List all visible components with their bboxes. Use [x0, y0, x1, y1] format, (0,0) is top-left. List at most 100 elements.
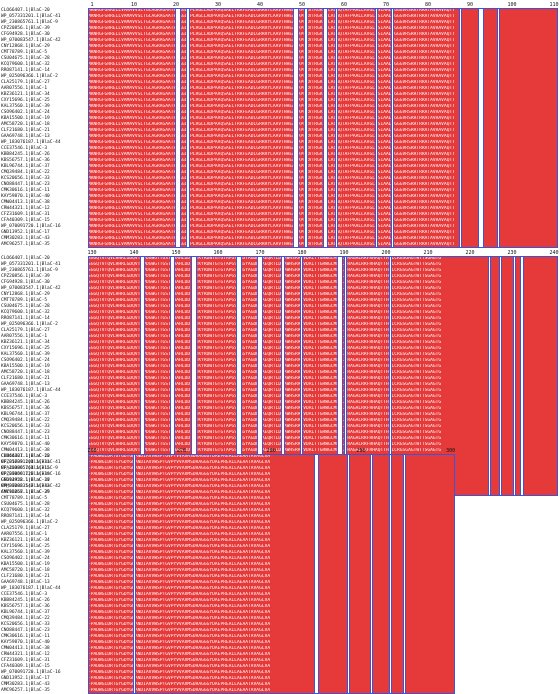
sequence-name: WP_025096366.1|BlaC-2	[1, 74, 58, 79]
ruler-tick-label: 180	[297, 250, 307, 256]
sequence-name: AAR07556.1|BlaC-1	[1, 532, 48, 537]
sequence-name: KBA15500.1|BlaC-19	[1, 562, 50, 567]
sequence-name: WP_070091720.1|BlaC-16	[1, 224, 61, 229]
sequence-row: SGGQTVTQVLHHRLGDQVTLPDGWGTTGSTQAAHLDDTLT…	[88, 400, 558, 406]
sequence-name: AMC58720.1|BlaC-18	[1, 568, 50, 573]
sequence-name: CLA25179.1|BlaC-27	[1, 328, 50, 333]
sequence-name: KCS20656.1|BlaC-33	[1, 424, 50, 429]
sequence-name: CNY12868.1|BlaC-29	[1, 292, 50, 297]
sequence-row: SGGQTVTQVLHHRLGDQVTLPDGWGTTGSTQAAHLDDTLT…	[88, 394, 558, 400]
sequence-alignment-area: FPADWGIDRTGYGDYGRANDIAVVWSPTGVPYVVAVMSDR…	[88, 454, 455, 694]
sequence-name: WP_183076187.1|BlaC-44	[1, 140, 61, 145]
sequence-name: CMM30283.1|BlaC-43	[1, 236, 50, 241]
sequence-row: SGGQTVTQVLHHRLGDQVTLPDGWGTTGSTQAAHLDDTLT…	[88, 376, 558, 382]
sequence-row: SGGQTVTQVLHHRLGDQVTLPDGWGTTGSTQAAHLDDTLT…	[88, 358, 558, 364]
sequence-name: WP_230865761.1|BlaC-9	[1, 20, 58, 25]
sequence-row: SGGQTVTQVLHHRLGDQVTLPDGWGTTGSTQAAHLDDTLT…	[88, 304, 558, 310]
ruler-tick-label: 110	[549, 2, 559, 8]
sequence-row: FPADWGIDRTGYGDYGRANDIAVVWSPTGVPYVVAVMSDR…	[88, 478, 455, 484]
sequence-row: FPADWGIDRTGYGDYGRANDIAVVWSPTGVPYVVAVMSDR…	[88, 574, 455, 580]
sequence-name: KBA15500.1|BlaC-19	[1, 116, 50, 121]
sequence-name: GAA69748.1|BlaC-13	[1, 580, 50, 585]
sequence-row: FPADWGIDRTGYGDYGRANDIAVVWSPTGVPYVVAVMSDR…	[88, 628, 455, 634]
sequence-name: AMC96257.1|BlaC-35	[1, 242, 50, 247]
sequence-name: KBZ36121.1|BlaC-34	[1, 340, 50, 345]
ruler-tick-label: 160	[213, 250, 223, 256]
sequence-row: SGGQTVTQVLHHRLGDQVTLPDGWGTTGSTQAAHLDDTLT…	[88, 340, 558, 346]
ruler-tick-label: 170	[255, 250, 265, 256]
sequence-name: GAA69748.1|BlaC-13	[1, 382, 50, 387]
sequence-name: KBL96744.1|BlaC-37	[1, 164, 50, 169]
sequence-name: CLO66407.1|BlaC-20	[1, 256, 50, 261]
variable-column	[346, 454, 351, 694]
sequence-name: CMK30616.1|BlaC-11	[1, 634, 50, 639]
sequence-row: FPADWGIDRTGYGDYGRANDIAVVWSPTGVPYVVAVMSDR…	[88, 460, 455, 466]
variable-column	[459, 8, 463, 248]
sequence-name: WP_230865761.1|BlaC-9	[1, 466, 58, 471]
sequence-name: CNO88447.1|BlaC-23	[1, 430, 50, 435]
sequence-row: SGGQTVTQVLHHRLGDQVTLPDGWGTTGSTQAAHLDDTLT…	[88, 310, 558, 316]
sequence-name: WP_025096366.1|BlaC-2	[1, 520, 58, 525]
variable-column	[520, 256, 525, 496]
sequence-name: CMT78789.1|BlaC-5	[1, 496, 48, 501]
sequence-name: KAY59870.1|BlaC-40	[1, 442, 50, 447]
sequence-name: CMK30616.1|BlaC-11	[1, 436, 50, 441]
sequence-name: AMC96257.1|BlaC-35	[1, 490, 50, 495]
sequence-name: GAA69748.1|BlaC-13	[1, 134, 50, 139]
sequence-name: WP_057331201.1|BlaC-41	[1, 262, 61, 267]
sequence-row: SGGQTVTQVLHHRLGDQVTLPDGWGTTGSTQAAHLDDTLT…	[88, 328, 558, 334]
variable-column	[280, 256, 286, 496]
sequence-name: KCQ79600.1|BlaC-32	[1, 62, 50, 67]
sequence-row: FPADWGIDRTGYGDYGRANDIAVVWSPTGVPYVVAVMSDR…	[88, 580, 455, 586]
variable-column	[170, 256, 175, 496]
sequence-name: CMQ39484.1|BlaC-22	[1, 418, 50, 423]
sequence-name: CPZ20856.1|BlaC-39	[1, 26, 50, 31]
sequence-name: CXY15696.1|BlaC-25	[1, 544, 50, 549]
ruler-tick-label: 20	[172, 2, 180, 8]
sequence-row: SGGQTVTQVLHHRLGDQVTLPDGWGTTGSTQAAHLDDTLT…	[88, 448, 558, 454]
sequence-name: AMC96257.1|BlaC-35	[1, 688, 50, 693]
sequence-name: GND13952.1|BlaC-17	[1, 478, 50, 483]
ruler-tick-label: 60	[340, 2, 348, 8]
sequence-name: CNY12868.1|BlaC-29	[1, 44, 50, 49]
sequence-name: CNO88447.1|BlaC-23	[1, 628, 50, 633]
sequence-name: WP_183076187.1|BlaC-44	[1, 388, 61, 393]
sequence-row: FPADWGIDRTGYGDYGRANDIAVVWSPTGVPYVVAVMSDR…	[88, 454, 455, 460]
sequence-row: SGGQTVTQVLHHRLGDQVTLPDGWGTTGSTQAAHLDDTLT…	[88, 442, 558, 448]
sequence-name: CSU04675.1|BlaC-28	[1, 304, 50, 309]
sequence-name: CMQ39484.1|BlaC-22	[1, 170, 50, 175]
sequence-name: CFZ31609.1|BlaC-31	[1, 460, 50, 465]
sequence-name: CCE37546.1|BlaC-3	[1, 146, 48, 151]
sequence-row: FPADWGIDRTGYGDYGRANDIAVVWSPTGVPYVVAVMSDR…	[88, 670, 455, 676]
sequence-name: KBS56757.1|BlaC-36	[1, 158, 50, 163]
sequence-row: SGGQTVTQVLHHRLGDQVTLPDGWGTTGSTQAAHLDDTLT…	[88, 412, 558, 418]
sequence-row: SGGQTVTQVLHHRLGDQVTLPDGWGTTGSTQAAHLDDTLT…	[88, 262, 558, 268]
sequence-row: FPADWGIDRTGYGDYGRANDIAVVWSPTGVPYVVAVMSDR…	[88, 520, 455, 526]
sequence-name: WP_057331201.1|BlaC-41	[1, 460, 61, 465]
sequence-row: FPADWGIDRTGYGDYGRANDIAVVWSPTGVPYVVAVMSDR…	[88, 556, 455, 562]
sequence-row: FPADWGIDRTGYGDYGRANDIAVVWSPTGVPYVVAVMSDR…	[88, 646, 455, 652]
variable-column	[174, 8, 181, 248]
sequence-row: SGGQTVTQVLHHRLGDQVTLPDGWGTTGSTQAAHLDDTLT…	[88, 334, 558, 340]
sequence-row: FPADWGIDRTGYGDYGRANDIAVVWSPTGVPYVVAVMSDR…	[88, 634, 455, 640]
sequence-row: FPADWGIDRTGYGDYGRANDIAVVWSPTGVPYVVAVMSDR…	[88, 526, 455, 532]
ruler-tick-label: 50	[298, 2, 306, 8]
sequence-name: CLA25179.1|BlaC-27	[1, 80, 50, 85]
sequence-name: KBZ36121.1|BlaC-34	[1, 538, 50, 543]
sequence-name: CMW04413.1|BlaC-38	[1, 646, 50, 651]
sequence-name: CNY12868.1|BlaC-29	[1, 490, 50, 495]
ruler-tick-label: 140	[129, 250, 139, 256]
sequence-row: SGGQTVTQVLHHRLGDQVTLPDGWGTTGSTQAAHLDDTLT…	[88, 406, 558, 412]
sequence-name: KCQ79600.1|BlaC-32	[1, 508, 50, 513]
sequence-name: CFG94928.1|BlaC-30	[1, 280, 50, 285]
sequence-row: FPADWGIDRTGYGDYGRANDIAVVWSPTGVPYVVAVMSDR…	[88, 550, 455, 556]
variable-column	[337, 256, 343, 496]
sequence-row: SGGQTVTQVLHHRLGDQVTLPDGWGTTGSTQAAHLDDTLT…	[88, 418, 558, 424]
sequence-row: FPADWGIDRTGYGDYGRANDIAVVWSPTGVPYVVAVMSDR…	[88, 604, 455, 610]
sequence-name: CCE37546.1|BlaC-3	[1, 592, 48, 597]
sequence-row: SGGQTVTQVLHHRLGDQVTLPDGWGTTGSTQAAHLDDTLT…	[88, 352, 558, 358]
sequence-name: WP_230865761.1|BlaC-9	[1, 268, 58, 273]
sequence-name: CRW44321.1|BlaC-12	[1, 652, 50, 657]
ruler-tick-label: 220	[465, 250, 475, 256]
sequence-row: FPADWGIDRTGYGDYGRANDIAVVWSPTGVPYVVAVMSDR…	[88, 562, 455, 568]
